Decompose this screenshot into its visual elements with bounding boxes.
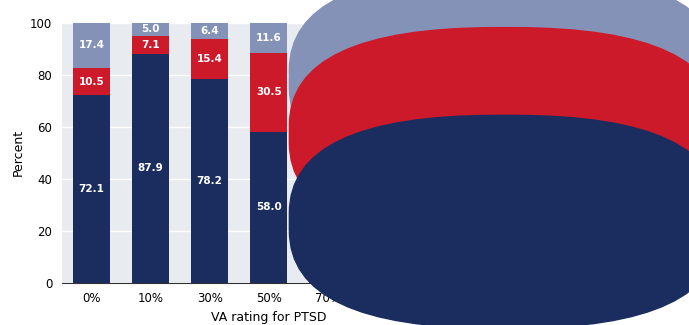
Bar (309, 23, 346, 67)
Text: 55.5: 55.5 (374, 141, 400, 151)
Text: 30.5: 30.5 (256, 87, 282, 97)
Text: 53.8: 53.8 (315, 132, 340, 142)
Bar (250, 132, 287, 283)
Bar (192, 39, 228, 79)
Text: 7.1: 7.1 (141, 40, 160, 50)
Bar (309, 207, 346, 283)
Text: 29.2: 29.2 (315, 240, 340, 250)
Bar (250, 53, 287, 132)
Bar (369, 23, 405, 74)
Text: 87.9: 87.9 (138, 163, 163, 174)
Bar (192, 79, 228, 283)
Text: 17.4: 17.4 (79, 40, 105, 50)
Text: 6.4: 6.4 (200, 26, 219, 36)
Text: SSA primary
diagnosis: SSA primary diagnosis (496, 23, 573, 44)
Text: 11.6: 11.6 (256, 32, 282, 43)
Text: Anxiety-related
disorders (3000): Anxiety-related disorders (3000) (522, 120, 619, 142)
Bar (73, 68, 110, 95)
Bar (428, 65, 464, 186)
Text: 5.0: 5.0 (141, 24, 160, 34)
Text: 10.5: 10.5 (79, 77, 105, 87)
Text: Affective disorders
(2960): Affective disorders (2960) (522, 65, 634, 86)
Bar (192, 23, 228, 39)
Text: 17.0: 17.0 (315, 40, 340, 50)
Text: 24.8: 24.8 (374, 245, 400, 255)
Bar (369, 74, 405, 218)
Bar (369, 218, 405, 283)
Bar (132, 23, 169, 36)
Bar (309, 67, 346, 207)
Bar (132, 36, 169, 54)
Text: 58.0: 58.0 (256, 202, 282, 212)
Bar (428, 186, 464, 283)
Text: 16.2: 16.2 (433, 39, 459, 49)
Text: 37.3: 37.3 (433, 229, 459, 239)
Bar (250, 22, 287, 53)
Bar (73, 23, 110, 68)
Text: All other SSA
primary diagnoses: All other SSA primary diagnoses (522, 208, 631, 229)
X-axis label: VA rating for PTSD: VA rating for PTSD (211, 311, 327, 324)
Text: 78.2: 78.2 (197, 176, 223, 186)
Text: 46.5: 46.5 (433, 120, 459, 130)
Bar (428, 23, 464, 65)
Y-axis label: Percent: Percent (12, 129, 25, 176)
Text: 72.1: 72.1 (79, 184, 105, 194)
Bar (416, 23, 475, 283)
Bar (73, 95, 110, 283)
Text: 15.4: 15.4 (197, 54, 223, 64)
Bar (132, 54, 169, 283)
Text: 19.6: 19.6 (374, 44, 400, 54)
